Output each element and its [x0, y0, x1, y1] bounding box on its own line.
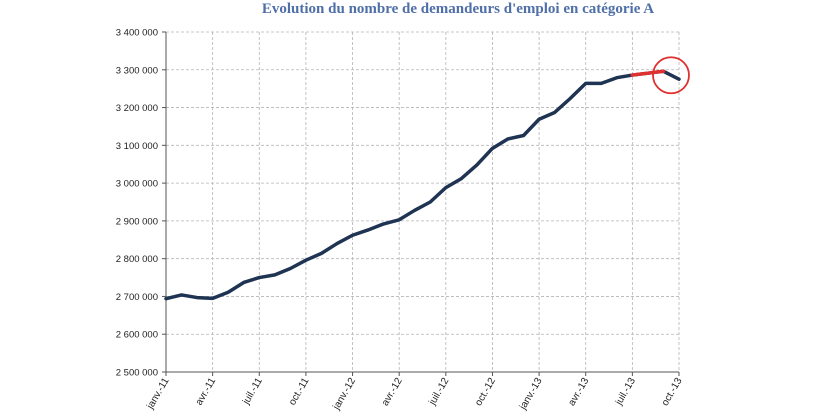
data-point [476, 164, 478, 166]
x-tick-label: oct.-12 [473, 376, 498, 408]
data-point [165, 297, 167, 300]
x-tick-label: juil.-13 [613, 376, 638, 408]
y-tick-label: 3 300 000 [116, 65, 158, 76]
data-point [211, 297, 214, 300]
data-point [227, 291, 229, 294]
y-tick-label: 3 000 000 [116, 179, 158, 190]
data-point [491, 147, 494, 150]
x-tick-label: oct.-13 [660, 376, 685, 408]
data-point [367, 229, 369, 231]
data-point [538, 118, 540, 121]
y-tick-label: 2 900 000 [116, 216, 158, 227]
x-tick-label: janv.-12 [331, 376, 359, 413]
x-tick-label: janv.-11 [145, 376, 172, 412]
data-point [242, 281, 245, 284]
y-tick-label: 3 100 000 [116, 141, 158, 152]
data-point [413, 209, 416, 212]
x-tick-label: juil.-12 [427, 376, 452, 408]
highlight-circle [652, 56, 690, 95]
data-point [289, 267, 292, 270]
x-tick-label: janv.-13 [517, 376, 545, 413]
y-tick-label: 2 500 000 [116, 368, 158, 379]
axes [162, 31, 680, 376]
data-point [616, 76, 618, 79]
data-point [320, 252, 323, 255]
data-point [305, 259, 307, 261]
x-tick-label: avr.-13 [567, 376, 592, 408]
data-point [429, 201, 432, 203]
data-point [584, 82, 587, 85]
data-point [258, 276, 261, 279]
highlight-segment [630, 69, 666, 77]
data-point [196, 296, 198, 299]
data-point [351, 234, 354, 237]
y-tick-label: 2 600 000 [116, 330, 158, 341]
y-tick-label: 3 400 000 [116, 28, 158, 39]
data-point [569, 97, 571, 100]
y-axis-ticks: 2 500 000 2 600 000 2 700 000 2 800 000 2 90… [116, 28, 158, 379]
data-point [180, 294, 183, 296]
data-point [600, 82, 603, 85]
y-tick-label: 3 200 000 [116, 103, 158, 114]
x-axis-ticks: janv.-11 avr.-11 juil.-11 oct.-11 janv.-12 av… [145, 376, 685, 413]
data-point [336, 242, 338, 245]
chart-title: Evolution du nombre de demandeurs d'empl… [262, 1, 654, 17]
x-tick-label: juil.-11 [240, 376, 265, 408]
grid-lines [166, 31, 680, 372]
data-point [460, 177, 463, 180]
data-point [274, 274, 276, 276]
x-tick-label: avr.-12 [380, 376, 405, 408]
data-point [507, 138, 509, 140]
y-tick-label: 2 800 000 [116, 254, 158, 265]
data-point [678, 78, 680, 81]
x-tick-label: oct.-11 [287, 376, 312, 408]
y-tick-label: 2 700 000 [116, 292, 158, 303]
data-point [553, 111, 556, 114]
series-line [164, 69, 681, 301]
data-point [382, 223, 385, 225]
series-lines [164, 69, 681, 301]
data-point [445, 186, 447, 189]
x-tick-label: avr.-11 [194, 376, 219, 408]
highlight-annotations [630, 56, 690, 95]
data-point [522, 134, 525, 137]
data-point [398, 218, 400, 221]
